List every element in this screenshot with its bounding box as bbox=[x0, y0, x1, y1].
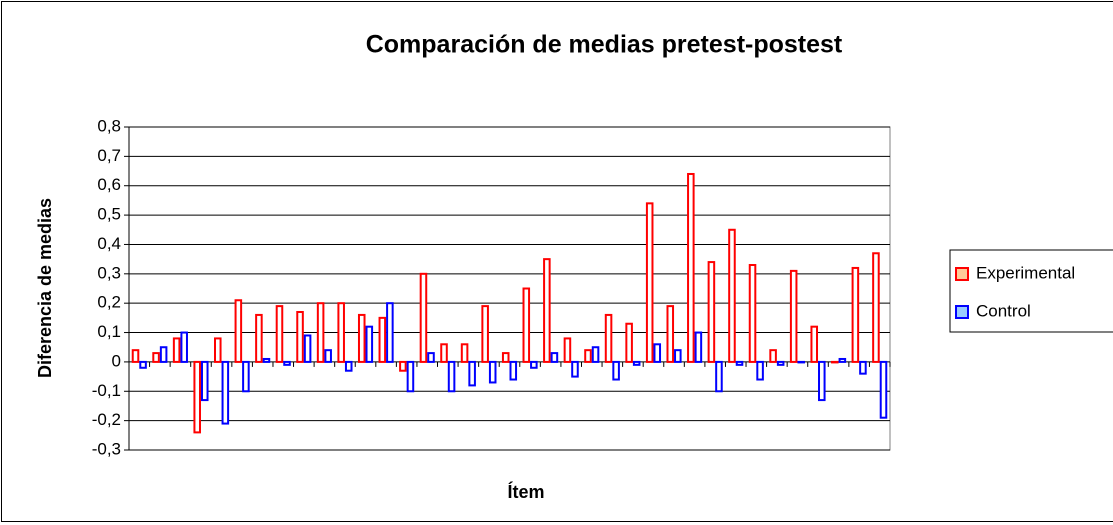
y-tick-label: -0,3 bbox=[92, 439, 121, 458]
bar bbox=[625, 322, 633, 363]
legend-swatch bbox=[955, 267, 969, 281]
bar bbox=[242, 360, 250, 393]
bar bbox=[378, 316, 387, 363]
y-tick-label: -0,2 bbox=[92, 410, 121, 429]
bar bbox=[275, 305, 284, 363]
bar bbox=[337, 302, 345, 363]
bar bbox=[324, 349, 332, 363]
bar bbox=[789, 269, 798, 363]
bar bbox=[645, 202, 654, 363]
bar bbox=[316, 302, 325, 363]
bar bbox=[563, 337, 572, 363]
bar bbox=[728, 228, 736, 363]
bar bbox=[357, 313, 366, 363]
bar bbox=[550, 352, 559, 363]
bar bbox=[159, 346, 168, 363]
bar bbox=[612, 360, 620, 381]
y-tick-label: 0,8 bbox=[97, 116, 121, 135]
chart-title: Comparación de medias pretest-postest bbox=[366, 31, 843, 59]
bar bbox=[447, 360, 456, 393]
bar bbox=[460, 343, 469, 363]
bar bbox=[872, 252, 880, 363]
bar bbox=[234, 299, 243, 363]
bar bbox=[419, 272, 428, 363]
bar bbox=[139, 360, 147, 369]
y-tick-label: 0,7 bbox=[97, 146, 121, 165]
bar bbox=[255, 313, 263, 363]
bar bbox=[859, 360, 867, 375]
bar bbox=[584, 349, 592, 363]
bar bbox=[543, 258, 551, 363]
bar bbox=[440, 343, 448, 363]
bar bbox=[501, 352, 510, 363]
bar bbox=[262, 357, 271, 363]
y-axis-label: Diferencia de medias bbox=[35, 198, 55, 378]
bar bbox=[303, 334, 312, 363]
y-tick-label: 0,4 bbox=[97, 234, 121, 253]
bar bbox=[831, 360, 839, 364]
y-tick-label: 0 bbox=[112, 351, 121, 370]
bar bbox=[818, 360, 826, 402]
bar bbox=[344, 360, 353, 372]
bar bbox=[838, 357, 847, 363]
legend-swatch bbox=[955, 305, 969, 319]
legend-label: Experimental bbox=[976, 263, 1075, 282]
bar bbox=[180, 331, 188, 363]
bar bbox=[152, 352, 160, 363]
bar bbox=[694, 331, 703, 363]
legend-box bbox=[949, 249, 1113, 333]
bar bbox=[200, 360, 209, 402]
bar bbox=[879, 360, 888, 419]
bar bbox=[522, 287, 531, 363]
bar bbox=[468, 360, 476, 387]
bar bbox=[214, 337, 222, 363]
bar bbox=[406, 360, 415, 393]
bar bbox=[172, 337, 181, 363]
bar bbox=[221, 360, 230, 425]
bar bbox=[776, 360, 785, 366]
bar bbox=[735, 360, 744, 366]
y-tick-label: -0,1 bbox=[92, 381, 121, 400]
y-tick-label: 0,2 bbox=[97, 293, 121, 312]
bar bbox=[283, 360, 291, 366]
bar bbox=[653, 343, 662, 363]
bar bbox=[748, 264, 757, 363]
y-tick-label: 0,3 bbox=[97, 263, 121, 282]
bar bbox=[399, 360, 407, 372]
legend-label: Control bbox=[976, 301, 1031, 320]
bar bbox=[797, 360, 805, 364]
bar bbox=[386, 302, 394, 363]
bar bbox=[571, 360, 579, 378]
bar bbox=[131, 349, 140, 363]
bar bbox=[427, 352, 435, 363]
bar bbox=[604, 313, 613, 363]
bar bbox=[530, 360, 538, 369]
x-axis-label: Ítem bbox=[507, 481, 544, 502]
bar bbox=[481, 305, 489, 363]
bar bbox=[509, 360, 518, 381]
bar bbox=[591, 346, 600, 363]
bar bbox=[488, 360, 497, 384]
bar bbox=[707, 261, 716, 363]
bar bbox=[296, 310, 304, 363]
bar bbox=[674, 349, 682, 363]
bar bbox=[810, 325, 819, 363]
plot-area bbox=[128, 126, 891, 451]
y-tick-label: 0,6 bbox=[97, 175, 121, 194]
bar bbox=[687, 172, 695, 363]
bar bbox=[851, 266, 860, 363]
bar bbox=[715, 360, 723, 393]
bar bbox=[666, 305, 675, 363]
y-tick-label: 0,1 bbox=[97, 322, 121, 341]
bar bbox=[193, 360, 201, 434]
bar bbox=[632, 360, 641, 366]
bar bbox=[756, 360, 764, 381]
y-tick-label: 0,5 bbox=[97, 205, 121, 224]
bar bbox=[769, 349, 777, 363]
bar bbox=[365, 325, 374, 363]
